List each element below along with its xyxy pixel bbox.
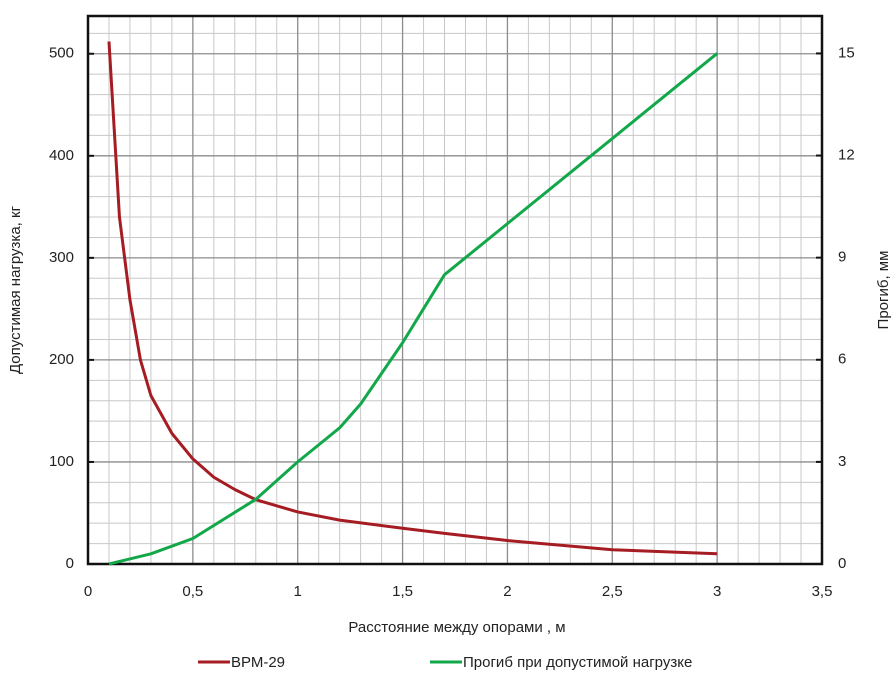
x-tick-label: 0,5 — [182, 583, 203, 600]
plot-frame — [86, 14, 824, 566]
y-tick-label: 400 — [49, 147, 74, 164]
y2-tick-label: 0 — [838, 555, 846, 572]
y2-tick-label: 12 — [838, 147, 855, 164]
x-tick-label: 2 — [503, 583, 511, 600]
y2-axis-label: Прогиб, мм — [875, 251, 892, 330]
y-tick-label: 0 — [66, 555, 74, 572]
series-line — [107, 41, 718, 556]
y-tick-label: 500 — [49, 45, 74, 62]
x-axis-label: Расстояние между опорами , м — [348, 619, 565, 636]
y2-tick-label: 3 — [838, 453, 846, 470]
y2-tick-label: 6 — [838, 351, 846, 368]
x-tick-label: 2,5 — [602, 583, 623, 600]
x-tick-label: 3 — [713, 583, 721, 600]
x-tick-label: 1 — [294, 583, 302, 600]
y2-tick-label: 9 — [838, 249, 846, 266]
legend-label: Прогиб при допустимой нагрузке — [463, 654, 692, 671]
x-tick-label: 0 — [84, 583, 92, 600]
y-tick-label: 300 — [49, 249, 74, 266]
y-tick-label: 100 — [49, 453, 74, 470]
legend-label: ВРМ-29 — [231, 654, 285, 671]
x-tick-label: 3,5 — [812, 583, 833, 600]
x-tick-label: 1,5 — [392, 583, 413, 600]
y-tick-label: 200 — [49, 351, 74, 368]
y2-tick-label: 15 — [838, 44, 855, 61]
y-axis-label: Допустимая нагрузка, кг — [7, 205, 24, 374]
series-line — [108, 52, 719, 566]
